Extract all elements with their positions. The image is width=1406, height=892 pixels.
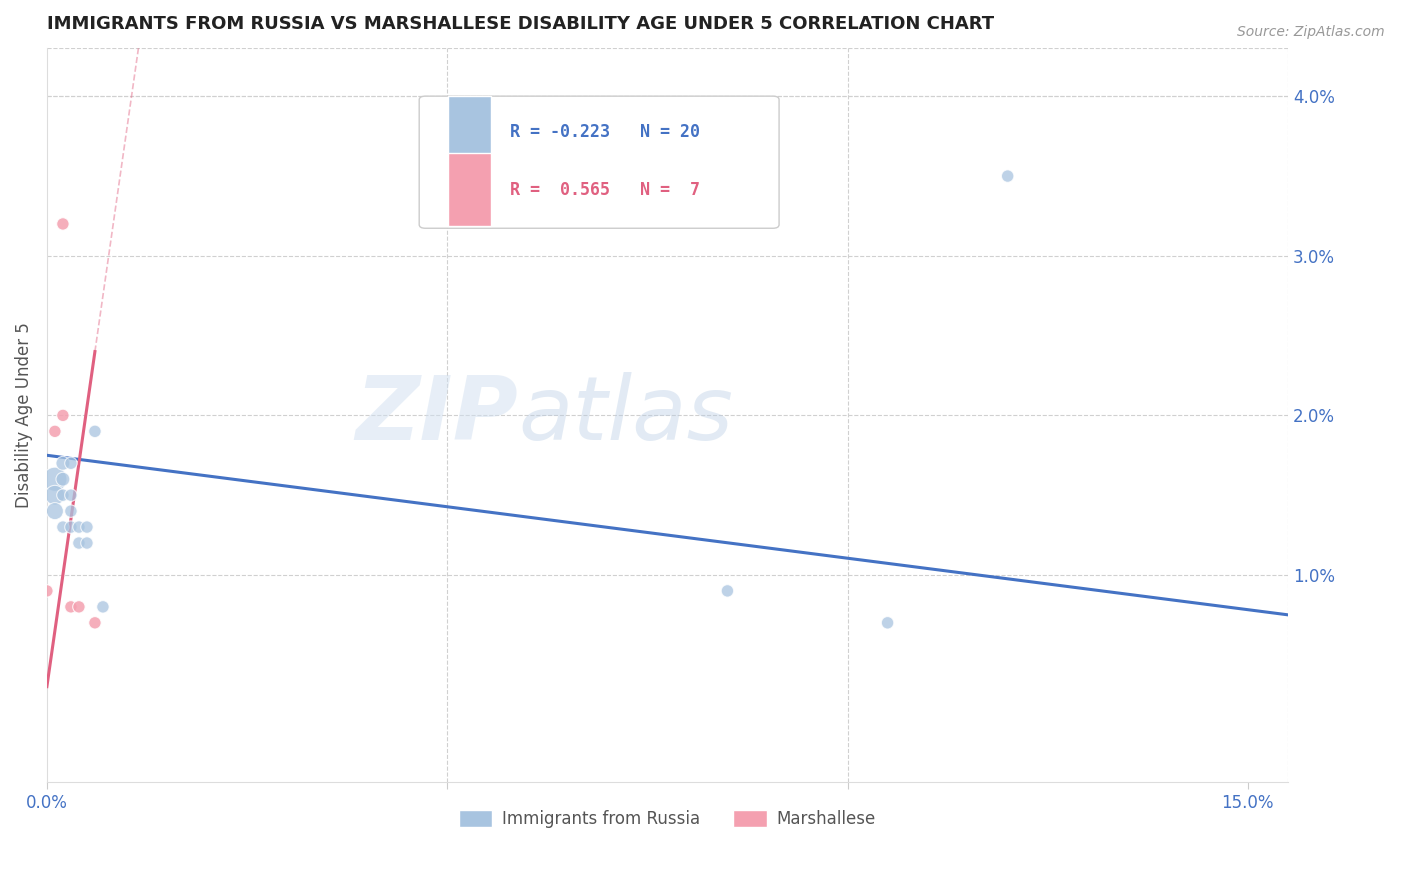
Text: atlas: atlas (519, 372, 734, 458)
Point (35, 583, 58, 598)
Bar (447, 95, 491, 169)
Point (67, 520, 90, 534)
Point (52, 520, 75, 534)
Point (876, 615, 898, 630)
Point (52, 217, 75, 231)
Text: R =  0.565   N =  7: R = 0.565 N = 7 (510, 181, 700, 199)
Point (59, 520, 82, 534)
Point (59, 456, 82, 470)
Point (59, 599, 82, 614)
Bar (447, 153, 491, 227)
Point (84, 425, 107, 439)
Point (76, 536, 98, 550)
Point (59, 504, 82, 518)
Point (67, 599, 90, 614)
FancyBboxPatch shape (419, 96, 779, 228)
Point (44, 472, 66, 486)
Legend: Immigrants from Russia, Marshallese: Immigrants from Russia, Marshallese (450, 802, 884, 837)
Point (716, 583, 738, 598)
Point (76, 520, 98, 534)
Point (59, 488, 82, 502)
Point (84, 615, 107, 630)
Text: ZIP: ZIP (356, 372, 519, 458)
Point (67, 536, 90, 550)
Point (44, 504, 66, 518)
Point (997, 169, 1019, 183)
Point (91, 599, 114, 614)
Point (44, 488, 66, 502)
Text: R = -0.223   N = 20: R = -0.223 N = 20 (510, 123, 700, 142)
Point (52, 488, 75, 502)
Text: IMMIGRANTS FROM RUSSIA VS MARSHALLESE DISABILITY AGE UNDER 5 CORRELATION CHART: IMMIGRANTS FROM RUSSIA VS MARSHALLESE DI… (46, 15, 994, 33)
Point (52, 472, 75, 486)
Point (52, 456, 75, 470)
Y-axis label: Disability Age Under 5: Disability Age Under 5 (15, 323, 32, 508)
Text: Source: ZipAtlas.com: Source: ZipAtlas.com (1237, 25, 1385, 39)
Point (44, 425, 66, 439)
Point (52, 409, 75, 423)
